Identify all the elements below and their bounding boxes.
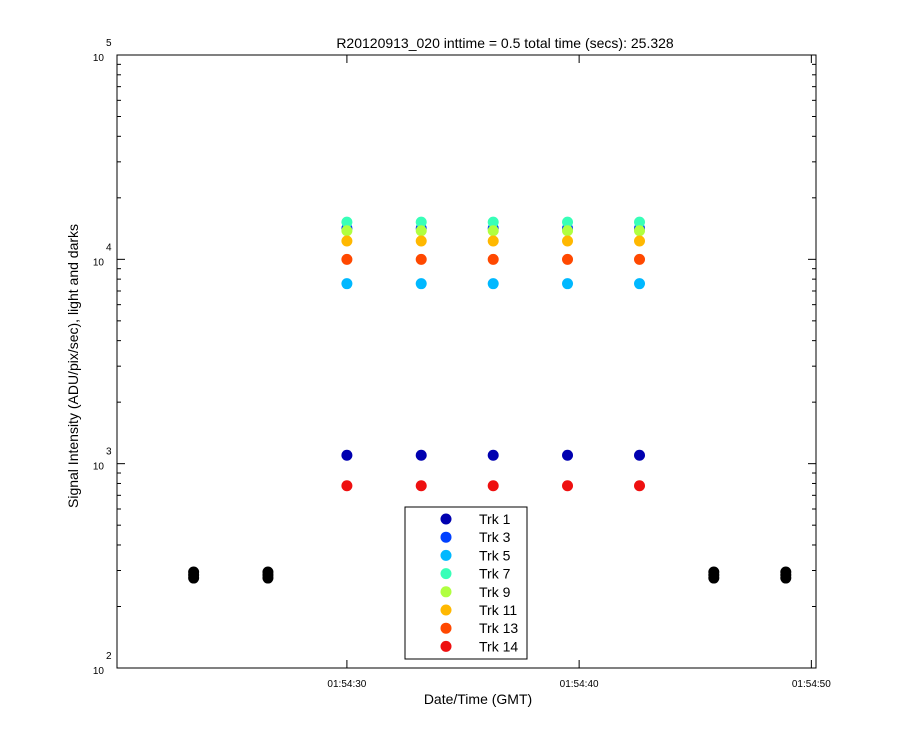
- point-trk-11: [562, 235, 574, 247]
- x-axis-label: Date/Time (GMT): [424, 691, 532, 707]
- y-tick-exponent: 3: [106, 447, 112, 458]
- legend-box: [404, 506, 528, 660]
- point-trk-11: [415, 235, 427, 247]
- point-trk-13: [634, 253, 646, 265]
- legend-trk-1-marker: [440, 513, 452, 525]
- point-trk-5: [415, 278, 427, 290]
- point-trk-14: [634, 480, 646, 492]
- point-trk-1: [562, 449, 574, 461]
- dark-point: [188, 572, 200, 584]
- y-tick-label: 10: [93, 257, 105, 268]
- point-trk-13: [415, 253, 427, 265]
- point-trk-14: [487, 480, 499, 492]
- point-trk-11: [634, 235, 646, 247]
- legend: Trk 1 Trk 3 Trk 5 Trk 7 Trk 9 Trk 11 Trk 13 Trk…: [404, 506, 528, 660]
- axis-ticks: [117, 55, 816, 669]
- point-trk-7: [562, 216, 574, 228]
- y-axis-label: Signal Intensity (ADU/pix/sec), light an…: [65, 224, 81, 508]
- point-trk-5: [487, 278, 499, 290]
- legend-trk-11-marker: [440, 604, 452, 616]
- point-trk-9: [634, 225, 646, 237]
- point-trk-11: [341, 235, 353, 247]
- point-trk-9: [341, 225, 353, 237]
- point-trk-14: [562, 480, 574, 492]
- point-trk-1: [341, 449, 353, 461]
- legend-trk-5-marker: [440, 549, 452, 561]
- point-trk-9: [562, 225, 574, 237]
- point-trk-5: [562, 278, 574, 290]
- legend-trk-9-label: Trk 9: [479, 584, 511, 600]
- point-trk-13: [341, 253, 353, 265]
- x-tick-label: 01:54:50: [792, 679, 831, 690]
- point-trk-7: [487, 216, 499, 228]
- x-tick-label: 01:54:30: [327, 679, 366, 690]
- y-tick-exponent: 4: [106, 242, 112, 253]
- legend-trk-7-marker: [440, 568, 452, 580]
- legend-trk-11-label: Trk 11: [479, 602, 517, 618]
- point-trk-5: [634, 278, 646, 290]
- legend-trk-13-marker: [440, 622, 452, 634]
- legend-trk-7-label: Trk 7: [479, 566, 511, 582]
- legend-trk-5-label: Trk 5: [479, 547, 511, 563]
- chart-title: R20120913_020 inttime = 0.5 total time (…: [336, 35, 674, 51]
- legend-trk-14-marker: [440, 640, 452, 652]
- point-trk-14: [415, 480, 427, 492]
- y-tick-label: 10: [93, 666, 105, 677]
- dark-point: [780, 572, 792, 584]
- dark-point: [708, 572, 720, 584]
- legend-trk-9-marker: [440, 586, 452, 598]
- point-trk-11: [487, 235, 499, 247]
- point-trk-1: [634, 449, 646, 461]
- legend-trk-14-label: Trk 14: [479, 638, 518, 654]
- point-trk-14: [341, 480, 353, 492]
- x-tick-labels: 01:54:30 01:54:40 01:54:50: [327, 679, 831, 690]
- legend-trk-1-label: Trk 1: [479, 511, 511, 527]
- data-points: [188, 216, 792, 584]
- point-trk-7: [415, 216, 427, 228]
- y-tick-exponent: 2: [106, 651, 112, 662]
- point-trk-5: [341, 278, 353, 290]
- point-trk-9: [415, 225, 427, 237]
- point-trk-7: [341, 216, 353, 228]
- y-tick-exponent: 5: [106, 38, 112, 49]
- point-trk-1: [415, 449, 427, 461]
- point-trk-9: [487, 225, 499, 237]
- point-trk-13: [562, 253, 574, 265]
- x-tick-label: 01:54:40: [560, 679, 599, 690]
- point-trk-13: [487, 253, 499, 265]
- legend-trk-13-label: Trk 13: [479, 620, 518, 636]
- y-tick-label: 10: [93, 53, 105, 64]
- point-trk-1: [487, 449, 499, 461]
- dark-point: [262, 572, 274, 584]
- point-trk-7: [634, 216, 646, 228]
- legend-trk-3-marker: [440, 531, 452, 543]
- legend-trk-3-label: Trk 3: [479, 529, 511, 545]
- y-tick-label: 10: [93, 462, 105, 473]
